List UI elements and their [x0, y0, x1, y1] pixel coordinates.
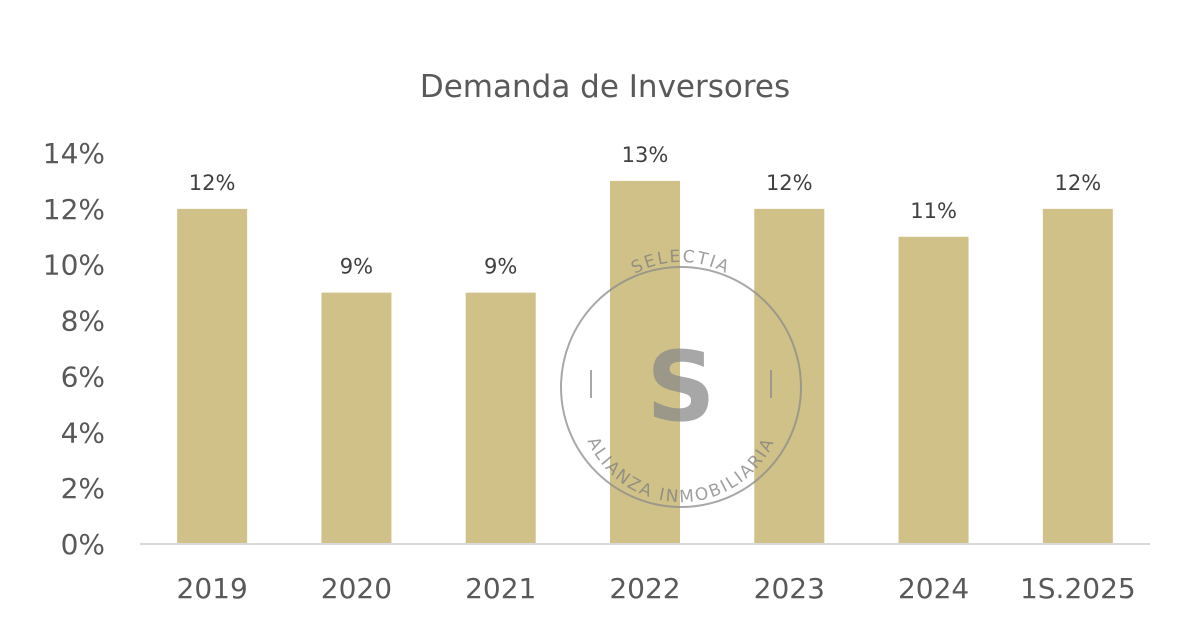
y-tick-label: 0% [61, 528, 105, 561]
y-tick-label: 4% [61, 416, 105, 449]
bar [898, 236, 969, 545]
x-tick-label: 2023 [754, 572, 825, 605]
x-tick-label: 2021 [465, 572, 536, 605]
x-axis: 2019 2020 2021 2022 2023 2024 1S.2025 [177, 572, 1136, 605]
y-tick-label: 2% [61, 472, 105, 505]
data-label: 12% [766, 171, 813, 195]
data-label: 12% [1055, 171, 1102, 195]
y-tick-label: 10% [43, 249, 105, 282]
bars [177, 180, 1113, 545]
data-label: 11% [910, 199, 957, 223]
watermark-ring [560, 266, 802, 508]
data-label: 12% [189, 171, 236, 195]
y-tick-label: 12% [43, 193, 105, 226]
data-label: 9% [340, 255, 373, 279]
x-tick-label: 2024 [898, 572, 969, 605]
x-tick-label: 2020 [321, 572, 392, 605]
data-label: 9% [484, 255, 517, 279]
bar [321, 292, 392, 544]
data-label: 13% [622, 143, 669, 167]
y-tick-label: 8% [61, 305, 105, 338]
bar [177, 208, 248, 544]
y-tick-label: 6% [61, 360, 105, 393]
x-tick-label: 1S.2025 [1020, 572, 1136, 605]
bar [610, 180, 680, 544]
chart-title: Demanda de Inversores [420, 69, 790, 105]
y-tick-label: 14% [43, 137, 105, 170]
x-tick-label: 2019 [177, 572, 248, 605]
bar [1042, 208, 1113, 544]
watermark-logo-glyph: S [646, 331, 715, 443]
bar [754, 208, 825, 544]
y-axis: 0% 2% 4% 6% 8% 10% 12% 14% [43, 137, 105, 561]
x-tick-label: 2022 [609, 572, 680, 605]
bar [465, 292, 536, 544]
data-labels: 12% 9% 9% 13% 12% 11% 12% [189, 143, 1101, 279]
